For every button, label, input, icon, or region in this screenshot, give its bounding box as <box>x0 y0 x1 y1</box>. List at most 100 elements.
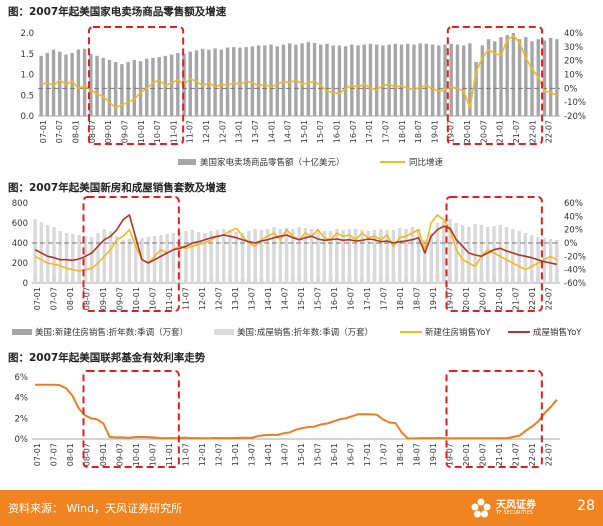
bar-primary <box>250 46 255 116</box>
bar-primary <box>480 45 485 117</box>
bar-primary <box>331 45 335 117</box>
bar-secondary <box>372 230 377 283</box>
y-right-tick-label: 20% <box>564 226 583 236</box>
bar-secondary <box>523 233 528 283</box>
x-tick-label: 11-01 <box>165 443 174 466</box>
bar-secondary <box>291 229 295 283</box>
bar-secondary <box>89 237 94 283</box>
x-tick-label: 13-01 <box>235 120 244 143</box>
x-tick-label: 19-01 <box>430 120 439 143</box>
bar-secondary <box>228 231 232 283</box>
logo-subtitle: TF SECURITIES <box>496 510 533 516</box>
bar-primary <box>176 52 180 116</box>
series-line-1 <box>35 383 558 440</box>
bar-primary <box>312 42 317 116</box>
bar-secondary <box>441 221 446 283</box>
x-tick-label: 07-07 <box>49 287 58 310</box>
bar-secondary <box>316 230 320 283</box>
bar-secondary <box>221 229 226 283</box>
bar-primary <box>356 45 360 117</box>
bar-secondary <box>448 219 452 283</box>
panel-title-fedfunds: 图：2007年起美国联邦基金有效利率走势 <box>8 352 206 364</box>
x-tick-label: 10-07 <box>153 120 162 143</box>
x-tick-label: 14-07 <box>280 443 289 466</box>
x-tick-label: 15-07 <box>313 443 322 466</box>
bar-primary <box>64 54 68 116</box>
x-tick-label: 15-01 <box>297 443 306 466</box>
bar-secondary <box>485 227 490 283</box>
legend-housing: 美国:新建住房销售:折年数:季调（万套） 美国:成屋销售:折年数:季调（万套） … <box>12 327 582 338</box>
bar-primary <box>263 45 267 117</box>
bar-secondary <box>517 231 521 283</box>
data-source-note: 资料来源： Wind，天风证券研究所 <box>8 502 183 515</box>
y-left-tick-label: 200 <box>12 259 28 269</box>
x-tick-label: 19-01 <box>429 443 438 466</box>
bar-primary <box>45 52 50 116</box>
x-tick-label: 21-07 <box>511 287 520 310</box>
x-tick-label: 14-07 <box>284 120 293 143</box>
bar-secondary <box>473 224 477 283</box>
legend-swatch-new-home-bar <box>12 329 32 335</box>
x-tick-label: 15-01 <box>297 287 306 310</box>
bar-primary <box>256 45 261 117</box>
bar-primary <box>555 39 559 116</box>
bar-secondary <box>203 233 207 283</box>
highlight-period-box <box>445 370 543 468</box>
x-tick-label: 13-01 <box>231 443 240 466</box>
bar-primary <box>337 45 342 117</box>
bar-primary <box>306 42 311 116</box>
y-right-tick-label: -10% <box>564 98 586 108</box>
highlight-period-box <box>87 26 185 145</box>
bar-secondary <box>121 240 125 283</box>
bar-primary <box>101 57 105 116</box>
x-tick-label: 08-01 <box>66 287 75 310</box>
x-tick-label: 07-07 <box>49 443 58 466</box>
bar-secondary <box>64 233 69 283</box>
bar-secondary <box>467 227 471 283</box>
y-left-tick-label: 0.0 <box>20 112 34 122</box>
bar-secondary <box>171 233 176 283</box>
bar-secondary <box>278 229 283 283</box>
bar-primary <box>219 49 224 116</box>
x-tick-label: 19-07 <box>445 443 454 466</box>
bar-secondary <box>423 240 427 283</box>
bar-secondary <box>96 233 100 283</box>
x-tick-label: 13-01 <box>231 287 240 310</box>
bar-secondary <box>341 230 345 283</box>
x-tick-label: 11-01 <box>169 120 178 143</box>
bar-primary <box>381 45 385 117</box>
y-right-tick-label: 40% <box>564 212 583 222</box>
bar-primary <box>505 35 509 117</box>
x-tick-label: 20-01 <box>462 287 471 310</box>
bar-primary <box>399 44 404 117</box>
highlight-period-box <box>445 196 543 312</box>
x-tick-label: 22-07 <box>545 120 554 143</box>
bar-primary <box>151 57 155 116</box>
x-tick-label: 07-01 <box>33 443 42 466</box>
x-tick-label: 22-07 <box>544 443 553 466</box>
bar-primary <box>287 43 292 116</box>
bar-primary <box>493 41 497 116</box>
bar-secondary <box>385 230 389 283</box>
bar-secondary <box>127 239 132 283</box>
page-number: 28 <box>577 498 595 514</box>
bar-primary <box>126 62 130 116</box>
x-tick-label: 13-07 <box>247 287 256 310</box>
highlight-period-box <box>446 26 544 145</box>
x-tick-label: 17-07 <box>379 443 388 466</box>
bar-primary <box>113 62 118 116</box>
bar-primary <box>387 44 391 117</box>
bar-primary <box>300 43 304 116</box>
y-left-tick-label: 1.0 <box>20 71 34 81</box>
y-left-tick-label: 0% <box>15 435 29 445</box>
bar-secondary <box>335 229 339 283</box>
x-tick-label: 10-01 <box>132 443 141 466</box>
x-tick-label: 07-01 <box>39 120 48 143</box>
bar-secondary <box>529 235 534 283</box>
bar-primary <box>517 39 522 116</box>
y-left-tick-label: 800 <box>12 199 28 209</box>
bar-primary <box>225 47 230 116</box>
bar-secondary <box>309 229 314 283</box>
x-tick-label: 16-01 <box>333 120 342 143</box>
y-left-tick-label: 0 <box>23 279 28 289</box>
